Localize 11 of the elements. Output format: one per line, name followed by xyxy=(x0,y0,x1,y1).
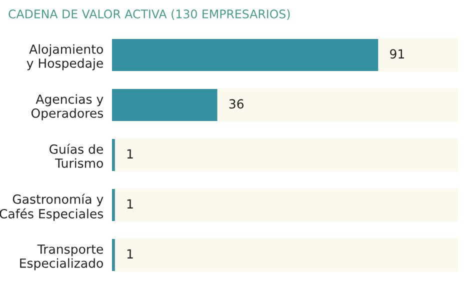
y-tick-label: Guías de Turismo xyxy=(50,144,103,168)
chart-title: CADENA DE VALOR ACTIVA (130 EMPRESARIOS) xyxy=(8,9,290,20)
y-tick-label: Transporte Especializado xyxy=(20,244,103,270)
data-label: 36 xyxy=(229,99,244,109)
data-label: 1 xyxy=(127,149,133,158)
y-tick-label: Alojamiento y Hospedaje xyxy=(26,44,103,70)
y-tick-label: Agencias y Operadores xyxy=(31,94,104,120)
y-tick-label: Gastronomía y Cafés Especiales xyxy=(0,194,104,221)
data-label: 1 xyxy=(127,199,133,208)
data-label: 1 xyxy=(127,249,133,258)
data-label: 91 xyxy=(390,49,404,59)
